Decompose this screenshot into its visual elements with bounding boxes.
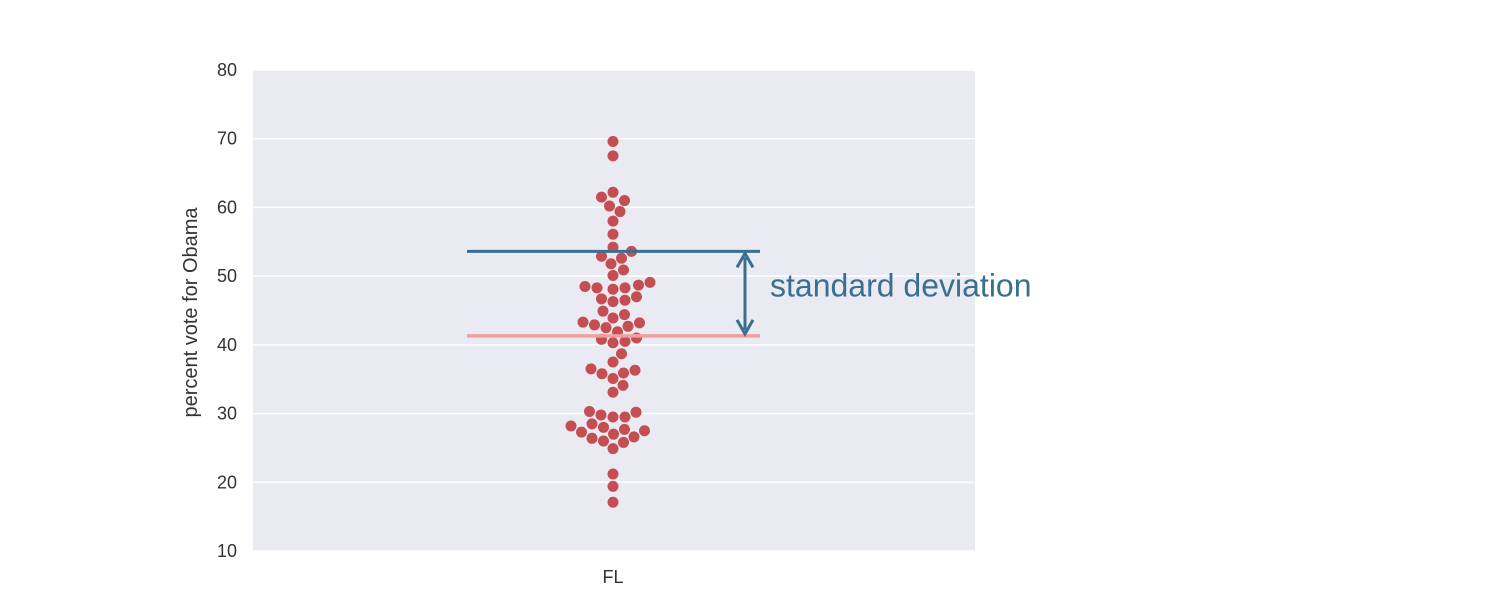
data-point	[607, 150, 619, 162]
data-point	[631, 291, 642, 303]
data-point	[616, 348, 627, 360]
data-point	[617, 379, 629, 391]
data-point	[618, 264, 629, 276]
y-axis-ticks: 10 20 30 40 50 60 70 80	[217, 60, 237, 561]
y-tick-label: 50	[217, 266, 237, 286]
y-tick-label: 80	[217, 60, 237, 80]
data-point	[639, 425, 650, 437]
data-point	[607, 269, 619, 281]
y-tick-label: 70	[217, 129, 237, 149]
data-point	[619, 411, 631, 423]
data-point	[565, 420, 577, 432]
data-point	[585, 363, 597, 375]
data-point	[579, 280, 591, 292]
data-point	[633, 279, 644, 291]
data-point	[619, 309, 630, 321]
data-point	[577, 316, 589, 328]
data-point	[619, 423, 630, 435]
data-point	[607, 480, 619, 492]
double-arrow-icon	[735, 250, 755, 337]
data-point	[618, 436, 629, 448]
data-point	[607, 296, 619, 308]
data-point	[607, 496, 619, 508]
data-point	[629, 364, 641, 376]
data-point	[591, 282, 603, 294]
data-point	[607, 312, 619, 324]
data-point	[607, 411, 619, 423]
data-point	[607, 283, 619, 295]
data-point	[600, 322, 612, 334]
data-point	[630, 406, 642, 418]
data-point	[618, 367, 629, 379]
data-point	[619, 195, 630, 207]
y-tick-label: 60	[217, 197, 237, 217]
data-point	[607, 356, 619, 368]
data-point	[598, 435, 609, 447]
data-point	[607, 215, 619, 227]
data-point	[589, 319, 600, 331]
data-point	[607, 228, 619, 240]
annotation-label: standard deviation	[770, 268, 1032, 304]
data-point	[596, 191, 607, 203]
data-point	[607, 443, 619, 455]
data-point	[605, 258, 617, 270]
data-point	[604, 200, 615, 212]
data-point	[634, 317, 645, 329]
data-point	[596, 250, 607, 262]
data-point	[597, 305, 609, 317]
data-point	[586, 418, 598, 430]
y-tick-label: 40	[217, 335, 237, 355]
data-point	[607, 386, 619, 398]
data-point	[586, 432, 598, 444]
data-point	[622, 320, 634, 332]
data-point	[607, 373, 619, 385]
y-tick-label: 20	[217, 472, 237, 492]
data-point	[644, 276, 656, 288]
data-point	[607, 186, 619, 198]
y-tick-label: 30	[217, 404, 237, 424]
data-point	[614, 206, 626, 218]
data-point	[596, 293, 607, 305]
data-point	[595, 409, 607, 421]
data-point	[628, 431, 640, 443]
data-point	[616, 252, 627, 264]
data-point	[576, 426, 587, 438]
data-points	[565, 135, 656, 508]
data-point	[596, 368, 608, 380]
data-point	[631, 332, 642, 344]
data-point	[584, 406, 595, 418]
data-point	[607, 337, 619, 349]
data-point	[598, 421, 609, 433]
data-point	[619, 335, 631, 347]
data-point	[607, 135, 619, 147]
data-point	[607, 468, 619, 480]
data-point	[619, 294, 631, 306]
data-point	[608, 428, 619, 440]
data-point	[619, 282, 631, 294]
y-tick-label: 10	[217, 541, 237, 561]
y-axis-label: percent vote for Obama	[180, 207, 202, 418]
x-tick-label: FL	[602, 567, 623, 587]
